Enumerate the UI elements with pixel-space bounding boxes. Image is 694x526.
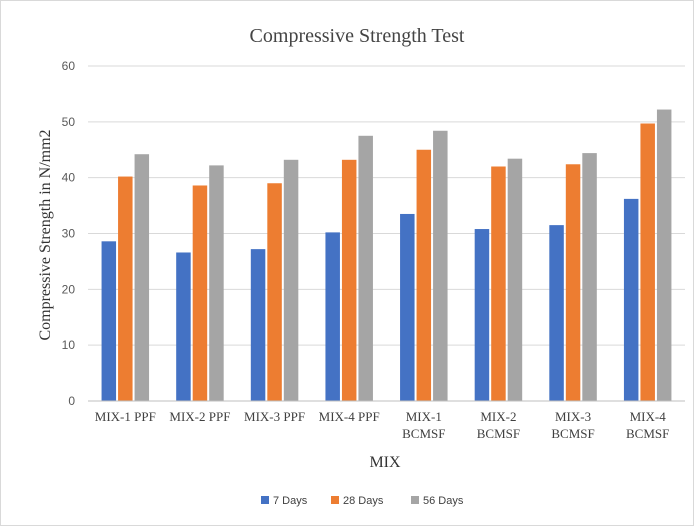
bar-28-days xyxy=(341,159,357,401)
bar-56-days xyxy=(209,165,224,401)
x-tick-label: MIX-2 PPF xyxy=(169,409,230,424)
bar-7-days xyxy=(176,252,191,401)
bar-7-days xyxy=(400,213,415,401)
bar-28-days xyxy=(491,166,506,401)
y-tick-label: 10 xyxy=(62,338,76,352)
x-tick-label: MIX-4 PPF xyxy=(319,409,380,424)
bar-56-days xyxy=(656,109,672,402)
bar-7-days xyxy=(549,225,564,401)
x-axis-ticks: MIX-1 PPF MIX-2 PPF MIX-3 PPF MIX-4 PPF MIX-… xyxy=(95,409,670,441)
bar-56-days xyxy=(134,154,150,401)
bar-7-days xyxy=(623,198,639,401)
x-tick-label: MIX-1 xyxy=(406,409,442,424)
x-tick-label: MIX-2 xyxy=(480,409,516,424)
bar-28-days xyxy=(192,185,208,401)
bar-56-days xyxy=(358,135,373,401)
bar-56-days xyxy=(433,130,448,401)
y-tick-label: 0 xyxy=(68,394,75,408)
legend-label: 28 Days xyxy=(343,495,384,507)
y-tick-label: 50 xyxy=(62,115,76,129)
x-axis-label: MIX xyxy=(369,454,401,471)
x-tick-label: MIX-1 PPF xyxy=(95,409,156,424)
legend-swatch xyxy=(411,496,419,504)
x-tick-label: BCMSF xyxy=(626,426,669,441)
y-tick-label: 20 xyxy=(62,282,76,296)
bar-28-days xyxy=(118,176,133,401)
chart-title: Compressive Strength Test xyxy=(250,25,465,47)
x-tick-label: MIX-3 xyxy=(555,409,591,424)
y-tick-label: 40 xyxy=(62,171,76,185)
bar-56-days xyxy=(507,158,523,401)
bar-56-days xyxy=(283,159,299,401)
bar-28-days xyxy=(267,183,282,401)
bar-56-days xyxy=(582,153,597,401)
legend-label: 56 Days xyxy=(423,495,464,507)
bar-7-days xyxy=(325,232,340,401)
legend-swatch xyxy=(261,496,269,504)
y-tick-label: 30 xyxy=(62,227,76,241)
x-tick-label: MIX-4 xyxy=(630,409,667,424)
bar-28-days xyxy=(565,164,581,401)
bars xyxy=(88,109,685,402)
bar-7-days xyxy=(101,241,117,401)
y-axis-ticks: 0 10 20 30 40 50 60 xyxy=(62,59,76,408)
bar-7-days xyxy=(474,229,490,401)
y-axis-label: Compressive Strength in N/mm2 xyxy=(37,129,54,340)
y-tick-label: 60 xyxy=(62,59,76,73)
legend: 7 Days 28 Days 56 Days xyxy=(261,495,464,507)
legend-swatch xyxy=(331,496,339,504)
x-tick-label: MIX-3 PPF xyxy=(244,409,305,424)
x-tick-label: BCMSF xyxy=(551,426,594,441)
bar-7-days xyxy=(250,249,266,401)
bar-28-days xyxy=(640,123,655,401)
x-tick-label: BCMSF xyxy=(477,426,520,441)
bar-28-days xyxy=(416,149,432,401)
x-tick-label: BCMSF xyxy=(402,426,445,441)
legend-label: 7 Days xyxy=(273,495,308,507)
